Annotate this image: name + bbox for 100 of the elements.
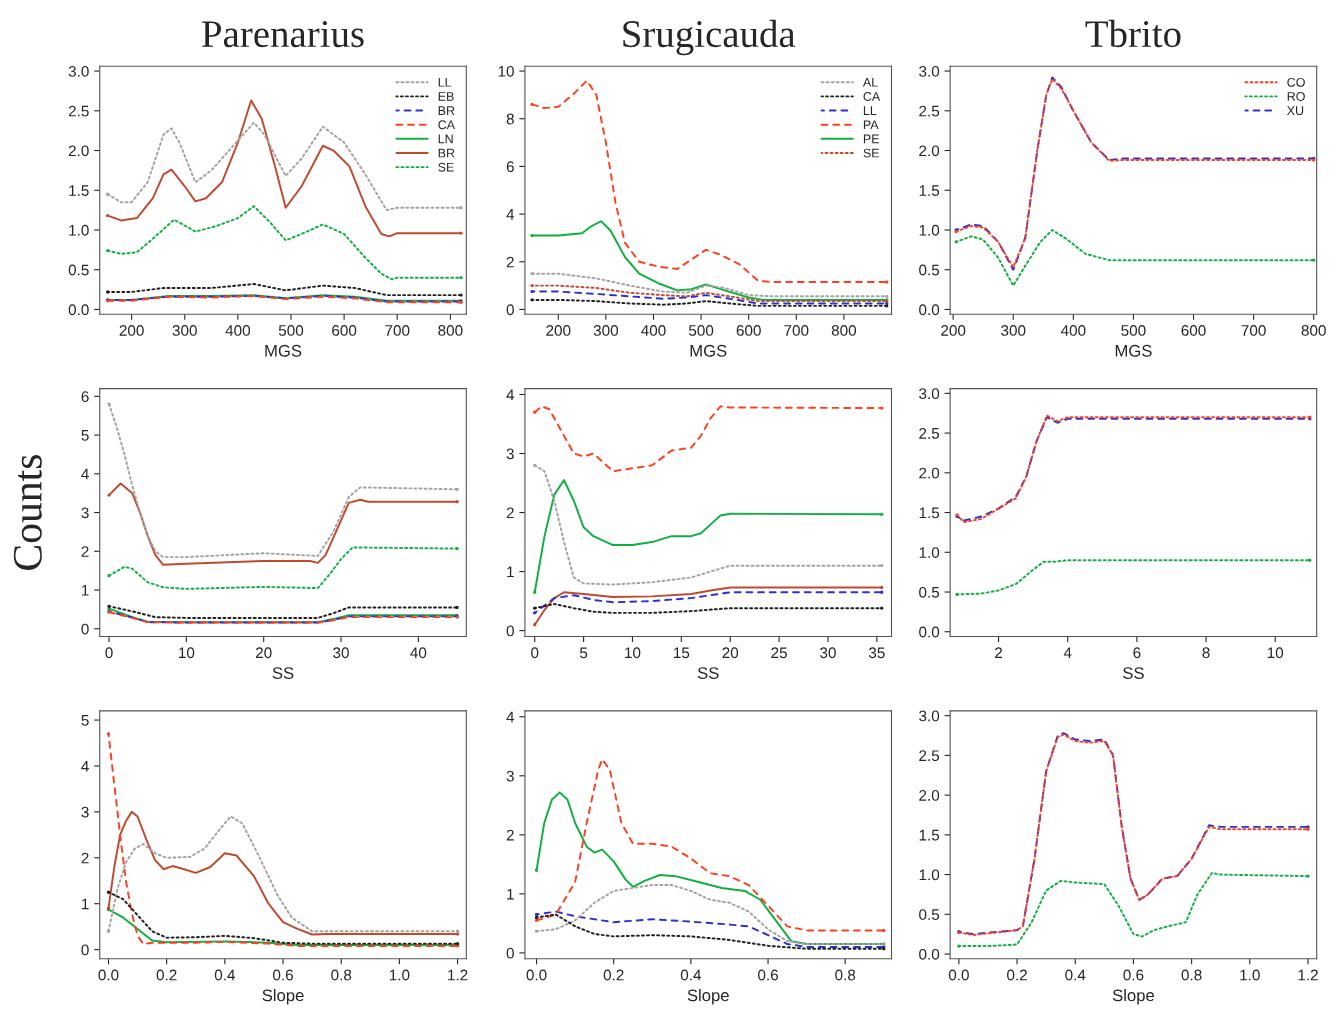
legend-label: SE	[438, 162, 454, 172]
x-tick-label: 0.8	[835, 969, 856, 981]
legend-label: LL	[863, 106, 877, 115]
x-tick-label: 10	[625, 647, 641, 659]
x-tick-label: 6	[1133, 647, 1141, 659]
x-tick-label: 700	[784, 325, 809, 336]
y-tick-label: 2	[506, 256, 514, 268]
x-tick-label: 200	[119, 325, 144, 336]
x-tick-label: 0	[105, 647, 113, 659]
x-tick-label: 1.2	[1298, 969, 1318, 981]
x-tick-label: 800	[438, 325, 463, 336]
y-tick-label: 0	[81, 944, 89, 956]
y-tick-label: 2	[506, 829, 514, 841]
x-tick-label: 0.4	[214, 969, 236, 981]
x-tick-label: 8	[1202, 647, 1210, 659]
legend-label: EB	[438, 92, 454, 101]
legend-label: CA	[863, 92, 881, 101]
x-tick-label: 600	[1181, 325, 1206, 336]
x-tick-label: 400	[1060, 325, 1086, 336]
x-axis-title: SS	[1123, 667, 1144, 679]
x-tick-label: 1.0	[1240, 969, 1260, 981]
y-tick-label: 2.5	[919, 427, 940, 439]
x-tick-label: 0.6	[1123, 969, 1144, 981]
x-tick-label: 0	[531, 647, 539, 659]
legend-label: CA	[438, 120, 456, 130]
x-tick-label: 35	[868, 647, 885, 659]
y-tick-label: 0.5	[68, 264, 89, 276]
x-axis-title: Slope	[262, 989, 304, 1005]
x-tick-label: 500	[1121, 325, 1146, 336]
x-tick-label: 4	[1063, 647, 1072, 658]
x-tick-label: 30	[333, 647, 349, 659]
y-tick-label: 6	[506, 161, 514, 173]
y-tick-label: 1	[507, 566, 514, 578]
x-tick-label: 0.4	[1065, 969, 1086, 981]
y-tick-label: 2.0	[919, 789, 940, 801]
y-tick-label: 0.0	[919, 626, 940, 638]
x-tick-label: 10	[179, 647, 195, 659]
x-axis-title: SS	[697, 667, 719, 679]
y-tick-label: 1	[507, 888, 514, 900]
y-tick-label: 1.5	[919, 829, 940, 841]
chart-title: Tbrito	[1085, 19, 1181, 48]
y-tick-label: 0.5	[919, 586, 940, 598]
y-tick-label: 10	[498, 65, 514, 77]
x-tick-label: 5	[579, 647, 588, 659]
y-tick-label: 3	[81, 806, 89, 818]
x-axis-title: Slope	[687, 989, 729, 1005]
y-tick-label: 2.5	[68, 105, 89, 117]
y-tick-label: 3.0	[68, 65, 89, 77]
x-tick-label: 600	[736, 325, 761, 336]
y-tick-label: 3	[506, 448, 514, 460]
y-tick-label: 1.0	[919, 869, 940, 881]
y-tick-label: 2	[81, 546, 89, 557]
y-tick-label: 4	[81, 761, 89, 772]
y-tick-label: 0	[506, 304, 514, 316]
x-tick-label: 2	[995, 647, 1003, 658]
x-tick-label: 700	[385, 325, 410, 336]
y-tick-label: 2	[506, 507, 514, 519]
x-tick-label: 20	[255, 647, 272, 659]
x-tick-label: 0.8	[331, 969, 352, 981]
y-tick-label: 0	[81, 623, 89, 635]
y-axis-title: Counts	[13, 455, 42, 570]
legend-label: PA	[863, 120, 879, 130]
legend-label: BR	[438, 148, 455, 158]
x-tick-label: 40	[410, 647, 427, 659]
x-axis-title: SS	[272, 667, 294, 679]
x-tick-label: 0.2	[156, 969, 177, 981]
legend-label: LL	[438, 78, 452, 87]
x-tick-label: 1.0	[389, 969, 410, 981]
x-tick-label: 0.2	[603, 969, 624, 981]
x-tick-label: 500	[278, 325, 304, 336]
x-axis-title: MGS	[1115, 344, 1152, 357]
y-tick-label: 5	[81, 715, 89, 726]
y-tick-label: 0.0	[68, 304, 89, 316]
x-tick-label: 0.0	[98, 969, 119, 981]
legend-label: CO	[1287, 77, 1305, 87]
x-tick-label: 0.6	[758, 969, 778, 981]
y-tick-label: 0	[506, 625, 514, 637]
x-axis-title: MGS	[690, 344, 727, 357]
y-tick-label: 1.5	[919, 185, 940, 196]
y-tick-label: 0.5	[919, 264, 940, 276]
y-tick-label: 2.5	[919, 105, 940, 117]
x-tick-label: 0.4	[680, 969, 702, 981]
y-tick-label: 1.5	[919, 507, 940, 519]
y-tick-label: 1	[82, 585, 89, 596]
y-tick-label: 0.0	[919, 948, 940, 960]
y-tick-label: 1.5	[69, 185, 89, 196]
x-tick-label: 30	[820, 647, 836, 659]
legend-label: BR	[438, 106, 455, 115]
chart-title: Parenarius	[202, 21, 364, 48]
y-tick-label: 4	[506, 389, 515, 401]
y-tick-label: 3.0	[919, 65, 940, 77]
x-tick-label: 600	[332, 325, 357, 336]
y-tick-label: 3	[81, 507, 89, 519]
x-tick-label: 0.2	[1007, 969, 1027, 981]
x-tick-label: 300	[593, 325, 619, 336]
x-tick-label: 200	[941, 325, 966, 336]
y-tick-label: 0.5	[919, 909, 940, 920]
x-tick-label: 0.0	[526, 969, 547, 981]
y-tick-label: 2.0	[919, 145, 940, 157]
y-tick-label: 2.0	[68, 145, 89, 157]
